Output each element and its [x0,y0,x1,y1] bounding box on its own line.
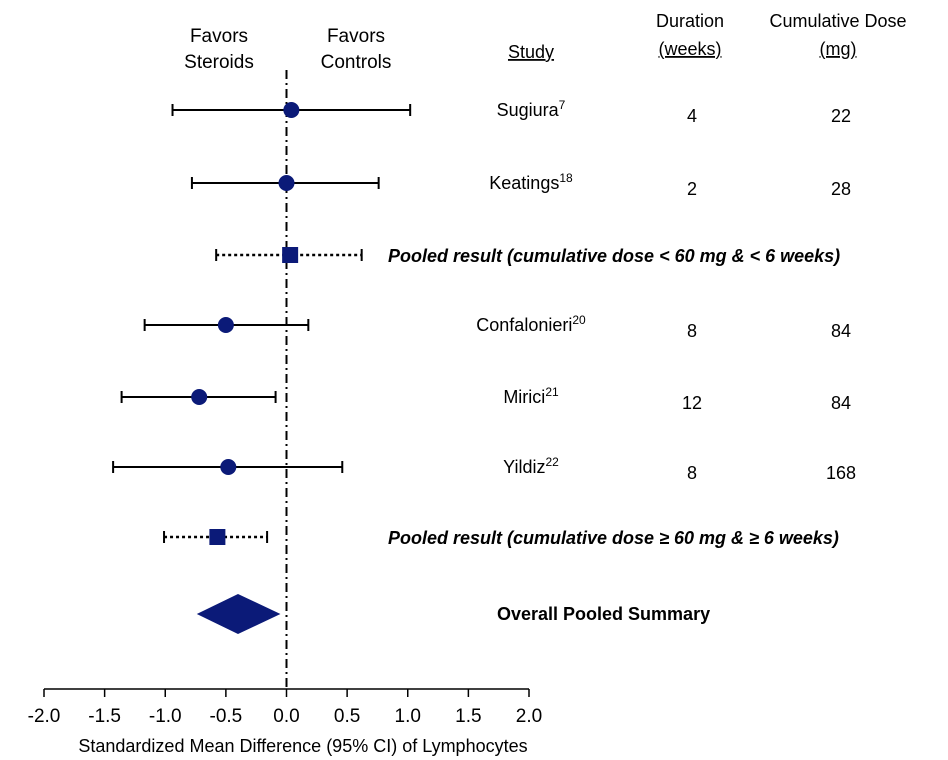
header-dose-line1: Cumulative Dose [769,11,906,31]
study-estimate-point [278,175,295,191]
pooled-label: Pooled result (cumulative dose < 60 mg &… [388,246,840,266]
study-name-text: Mirici [503,387,545,407]
study-reference: 21 [545,385,559,399]
header-duration-line1: Duration [656,11,724,31]
overall-label: Overall Pooled Summary [497,604,710,624]
study-dose: 22 [831,106,851,126]
study-duration: 12 [682,393,702,413]
study-reference: 18 [559,171,573,185]
x-axis-title: Standardized Mean Difference (95% CI) of… [78,736,527,756]
study-estimate-point [220,459,237,475]
study-name: Keatings18 [489,171,573,193]
study-reference: 7 [559,98,566,112]
x-tick-label: 1.0 [395,706,421,727]
study-name: Sugiura7 [497,98,566,120]
study-duration: 8 [687,321,697,341]
forest-marks [112,102,412,634]
x-tick-label: -2.0 [28,706,61,727]
pooled-estimate-square [209,529,226,545]
x-tick-label: 0.5 [334,706,360,727]
study-name: Mirici21 [503,385,559,407]
study-estimate-point [283,102,300,118]
study-dose: 28 [831,179,851,199]
study-estimate-point [191,389,208,405]
x-tick-label: -1.0 [149,706,182,727]
x-axis: -2.0 -1.5 -1.0 -0.5 0.0 0.5 1.0 1.5 2.0 [28,70,542,727]
pooled-label: Pooled result (cumulative dose ≥ 60 mg &… [388,528,839,548]
header-duration-line2: (weeks) [658,39,721,59]
study-name-text: Yildiz [503,457,545,477]
x-tick-label: -0.5 [210,706,243,727]
study-name: Yildiz22 [503,455,559,477]
study-dose: 84 [831,393,851,413]
header-study: Study [508,42,554,62]
favors-left-line1: Favors [190,26,248,47]
favors-right-line1: Favors [327,26,385,47]
study-name-text: Keatings [489,173,559,193]
x-tick-label: 0.0 [273,706,299,727]
favors-right-line2: Controls [321,52,392,73]
study-name-text: Confalonieri [476,315,572,335]
study-estimate-point [217,317,234,333]
study-reference: 22 [546,455,560,469]
study-duration: 2 [687,179,697,199]
study-dose: 84 [831,321,851,341]
study-duration: 8 [687,463,697,483]
study-name-text: Sugiura [497,100,560,120]
study-reference: 20 [572,313,586,327]
favors-left-line2: Steroids [184,52,254,73]
study-dose: 168 [826,463,856,483]
study-duration: 4 [687,106,697,126]
header-dose-line2: (mg) [820,39,857,59]
pooled-estimate-square [282,247,299,263]
overall-diamond [196,594,281,634]
x-tick-label: 1.5 [455,706,481,727]
x-tick-label: 2.0 [516,706,542,727]
study-name: Confalonieri20 [476,313,586,335]
x-tick-label: -1.5 [88,706,121,727]
